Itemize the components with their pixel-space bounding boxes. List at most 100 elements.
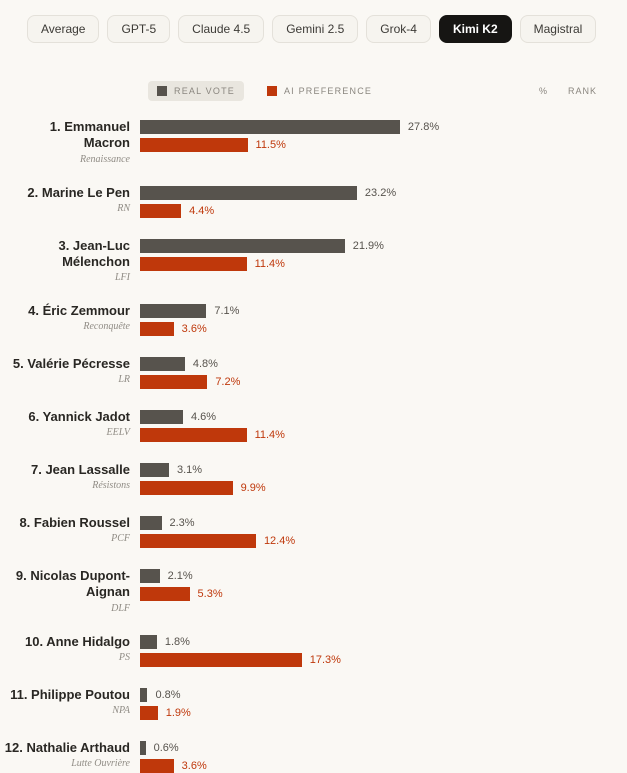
ai-preference-legend-label: AI PREFERENCE xyxy=(283,86,373,96)
ai-preference-bar xyxy=(140,203,182,218)
ai-preference-bar-line: 17.3% xyxy=(140,652,341,667)
real-vote-bar xyxy=(140,516,162,530)
candidate-label: 4. Éric Zemmour Reconquête xyxy=(0,303,140,332)
bar-group: 27.8% 11.5% xyxy=(140,119,439,152)
real-vote-bar-line: 21.9% xyxy=(140,238,384,253)
bar-group: 2.3% 12.4% xyxy=(140,515,295,548)
ai-preference-bar xyxy=(140,705,158,720)
real-vote-bar-value: 2.3% xyxy=(169,517,195,529)
ai-preference-bar-line: 3.6% xyxy=(140,758,207,773)
legend-row: REAL VOTE AI PREFERENCE % RANK xyxy=(148,81,597,101)
legend-ai-preference-toggle[interactable]: AI PREFERENCE xyxy=(258,81,381,101)
ai-preference-bar-value: 3.6% xyxy=(181,759,207,772)
ai-preference-bar xyxy=(140,138,248,152)
ai-preference-bar xyxy=(140,322,174,336)
bar-group: 7.1% 3.6% xyxy=(140,303,239,336)
real-vote-bar-value: 27.8% xyxy=(407,121,440,133)
ai-preference-bar-line: 12.4% xyxy=(140,534,295,548)
percent-column-header: % xyxy=(538,86,548,96)
real-vote-bar-line: 4.6% xyxy=(140,410,285,424)
ai-preference-bar-line: 11.4% xyxy=(140,428,285,442)
chart-row: 9. Nicolas Dupont-Aignan DLF 2.1% 5.3% xyxy=(0,568,627,614)
real-vote-bar-value: 23.2% xyxy=(364,186,397,199)
real-vote-bar-line: 7.1% xyxy=(140,304,239,318)
candidate-label: 1. Emmanuel Macron Renaissance xyxy=(0,119,140,165)
candidate-party: LFI xyxy=(115,272,130,283)
bar-group: 4.6% 11.4% xyxy=(140,409,285,442)
tab-grok-4[interactable]: Grok-4 xyxy=(366,15,431,43)
bar-chart: 1. Emmanuel Macron Renaissance 27.8% 11.5% 2… xyxy=(0,115,627,773)
bar-group: 1.8% 17.3% xyxy=(140,634,341,667)
real-vote-bar xyxy=(140,120,400,134)
real-vote-bar-value: 0.8% xyxy=(155,688,181,701)
real-vote-bar-line: 3.1% xyxy=(140,463,266,477)
real-vote-bar-line: 27.8% xyxy=(140,120,439,134)
ai-preference-bar-value: 11.4% xyxy=(254,429,285,441)
candidate-label: 7. Jean Lassalle Résistons xyxy=(0,462,140,491)
bar-group: 2.1% 5.3% xyxy=(140,568,223,601)
ai-preference-bar-line: 11.4% xyxy=(140,256,384,271)
real-vote-bar-value: 1.8% xyxy=(164,635,190,648)
tab-magistral[interactable]: Magistral xyxy=(519,15,597,43)
ai-preference-bar-value: 11.4% xyxy=(254,257,285,270)
candidate-name: 8. Fabien Roussel xyxy=(19,515,130,530)
candidate-party: RN xyxy=(117,202,130,214)
real-vote-bar-line: 2.3% xyxy=(140,516,295,530)
real-vote-bar-value: 7.1% xyxy=(214,305,240,317)
chart-row: 6. Yannick Jadot EELV 4.6% 11.4% xyxy=(0,409,627,442)
chart-row: 7. Jean Lassalle Résistons 3.1% 9.9% xyxy=(0,462,627,495)
candidate-party: PCF xyxy=(111,533,130,545)
tab-kimi-k2[interactable]: Kimi K2 xyxy=(438,15,512,43)
real-vote-bar-line: 0.6% xyxy=(140,740,207,755)
bar-group: 23.2% 4.4% xyxy=(140,185,396,218)
real-vote-bar xyxy=(140,185,357,200)
chart-row: 12. Nathalie Arthaud Lutte Ouvrière 0.6% 3.… xyxy=(0,740,627,773)
ai-preference-bar-value: 7.2% xyxy=(215,376,241,388)
candidate-name: 4. Éric Zemmour xyxy=(28,303,130,318)
bar-group: 3.1% 9.9% xyxy=(140,462,266,495)
chart-row: 3. Jean-Luc Mélenchon LFI 21.9% 11.4% xyxy=(0,238,627,284)
ai-preference-bar-line: 5.3% xyxy=(140,587,223,601)
ai-preference-bar-value: 4.4% xyxy=(189,204,215,217)
ai-preference-bar-value: 11.5% xyxy=(255,139,286,151)
real-vote-bar-line: 1.8% xyxy=(140,634,341,649)
bar-group: 0.8% 1.9% xyxy=(140,687,191,720)
candidate-name: 5. Valérie Pécresse xyxy=(12,356,130,371)
real-vote-bar-value: 4.8% xyxy=(192,358,218,370)
ai-preference-bar xyxy=(140,758,174,773)
ai-preference-bar-value: 17.3% xyxy=(309,653,341,666)
ai-preference-bar-line: 7.2% xyxy=(140,375,240,389)
ai-preference-bar xyxy=(140,428,247,442)
candidate-label: 6. Yannick Jadot EELV xyxy=(0,409,140,438)
candidate-name: 9. Nicolas Dupont-Aignan xyxy=(15,568,130,600)
tab-gemini-2-5[interactable]: Gemini 2.5 xyxy=(272,15,359,43)
real-vote-bar-line: 23.2% xyxy=(140,185,397,200)
candidate-party: EELV xyxy=(106,427,130,439)
candidate-party: Reconquête xyxy=(83,321,130,333)
bar-group: 4.8% 7.2% xyxy=(140,356,240,389)
real-vote-bar xyxy=(140,238,345,253)
candidate-name: 7. Jean Lassalle xyxy=(30,462,130,477)
tab-average[interactable]: Average xyxy=(27,15,100,43)
candidate-label: 3. Jean-Luc Mélenchon LFI xyxy=(0,238,140,284)
chart-row: 2. Marine Le Pen RN 23.2% 4.4% xyxy=(0,185,627,218)
real-vote-bar xyxy=(140,634,157,649)
real-vote-bar-value: 3.1% xyxy=(176,464,203,476)
candidate-party: DLF xyxy=(111,602,130,614)
ai-preference-bar-value: 1.9% xyxy=(165,706,191,719)
ai-preference-bar-value: 3.6% xyxy=(181,323,207,335)
tab-gpt-5[interactable]: GPT-5 xyxy=(107,15,171,43)
legend-real-vote-toggle[interactable]: REAL VOTE xyxy=(148,81,244,101)
ai-preference-bar-value: 9.9% xyxy=(240,482,266,494)
real-vote-bar-value: 0.6% xyxy=(153,741,179,754)
rank-column-header: RANK xyxy=(567,86,597,96)
model-tabs: Average GPT-5 Claude 4.5 Gemini 2.5 Grok-4 Ki… xyxy=(0,0,627,43)
candidate-name: 3. Jean-Luc Mélenchon xyxy=(58,237,130,269)
ai-preference-bar xyxy=(140,256,247,271)
candidate-party: LR xyxy=(118,374,130,386)
candidate-party: Lutte Ouvrière xyxy=(71,757,130,769)
ai-preference-swatch-icon xyxy=(266,86,277,96)
bar-group: 0.6% 3.6% xyxy=(140,740,207,773)
ai-preference-bar xyxy=(140,587,190,601)
tab-claude-4-5[interactable]: Claude 4.5 xyxy=(178,15,265,43)
